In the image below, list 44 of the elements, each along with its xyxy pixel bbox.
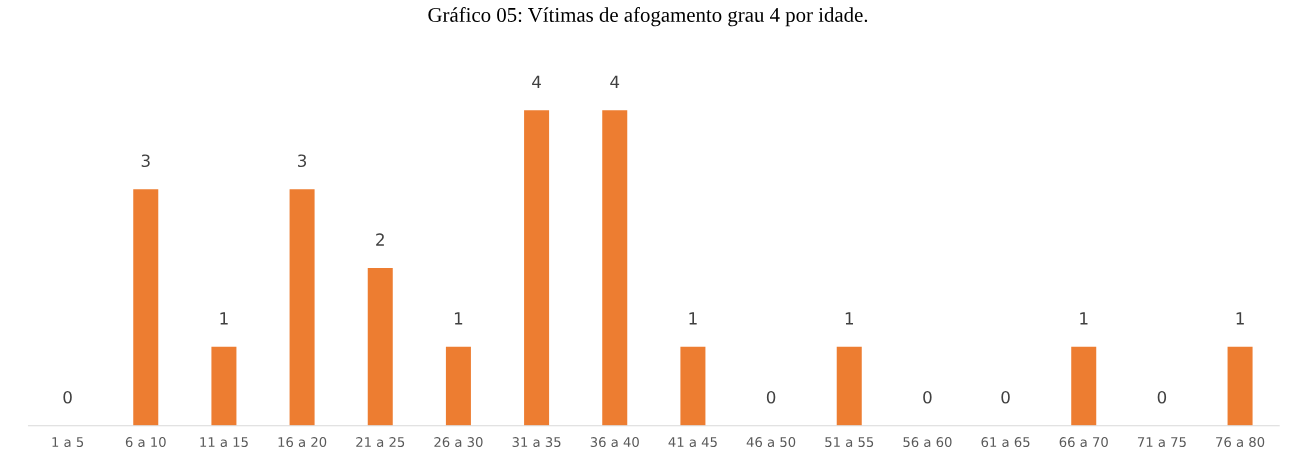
bar xyxy=(680,346,706,426)
x-tick-label: 6 a 10 xyxy=(125,437,166,448)
data-label: 4 xyxy=(610,75,620,88)
data-label: 3 xyxy=(141,154,150,168)
bar xyxy=(367,268,393,426)
data-label: 0 xyxy=(63,390,72,404)
data-label: 1 xyxy=(1236,312,1244,325)
data-label: 1 xyxy=(220,312,228,325)
x-tick-label: 11 a 15 xyxy=(200,437,248,448)
bar xyxy=(1227,346,1253,426)
data-label: 2 xyxy=(376,233,384,246)
data-label: 0 xyxy=(1157,390,1167,404)
bar xyxy=(445,346,471,426)
x-tick-label: 16 a 20 xyxy=(278,437,327,448)
data-label: 0 xyxy=(766,390,776,404)
x-tick-label: 41 a 45 xyxy=(668,437,717,448)
x-tick-label: 26 a 30 xyxy=(434,437,483,448)
x-tick-label: 51 a 55 xyxy=(825,437,874,448)
bar xyxy=(211,346,237,426)
chart-title: Gráfico 05: Vítimas de afogamento grau 4 por idade. xyxy=(428,7,868,27)
data-label: 0 xyxy=(1001,390,1010,404)
x-tick-label: 36 a 40 xyxy=(590,437,639,448)
bar xyxy=(1071,346,1097,426)
data-label: 0 xyxy=(923,390,932,404)
x-tick-label: 56 a 60 xyxy=(903,437,952,448)
x-tick-label: 1 a 5 xyxy=(52,437,84,448)
data-label: 1 xyxy=(689,312,697,325)
x-tick-label: 31 a 35 xyxy=(512,437,561,448)
bar xyxy=(836,346,862,426)
data-label: 4 xyxy=(532,75,541,88)
data-label: 1 xyxy=(845,312,854,325)
bar xyxy=(524,110,550,426)
x-tick-label: 76 a 80 xyxy=(1216,437,1265,448)
x-tick-label: 61 a 65 xyxy=(981,437,1030,448)
data-label: 3 xyxy=(298,154,307,168)
x-tick-label: 66 a 70 xyxy=(1059,437,1108,448)
data-label: 1 xyxy=(454,312,463,325)
x-tick-label: 46 a 50 xyxy=(746,437,796,448)
data-label: 1 xyxy=(1080,312,1088,325)
x-tick-label: 21 a 25 xyxy=(356,437,405,448)
x-tick-label: 71 a 75 xyxy=(1137,437,1186,448)
bar xyxy=(133,189,159,426)
bar xyxy=(602,110,628,426)
bar xyxy=(289,189,315,426)
